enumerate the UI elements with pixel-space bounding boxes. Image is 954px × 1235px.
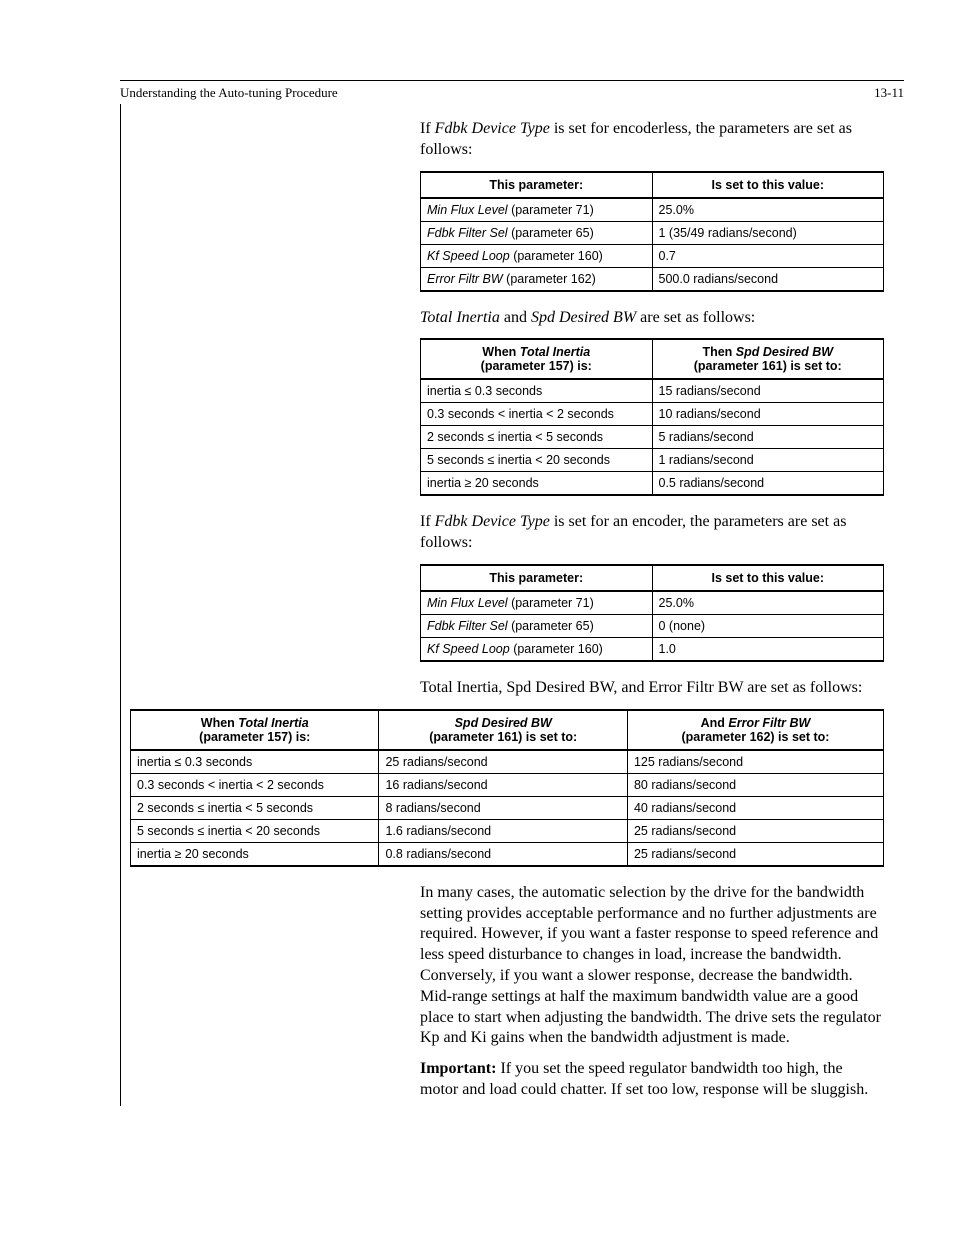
t4-h2: Spd Desired BW (parameter 161) is set to… (379, 710, 627, 750)
cell: 1 radians/second (652, 449, 884, 472)
table-row: Min Flux Level (parameter 71)25.0% (421, 591, 884, 615)
para3-wrap: If Fdbk Device Type is set for an encode… (420, 512, 884, 554)
cell: 40 radians/second (627, 796, 883, 819)
intro-para-1-wrap: If Fdbk Device Type is set for encoderle… (420, 119, 884, 161)
t4-h3: And Error Filtr BW (parameter 162) is se… (627, 710, 883, 750)
para5-wrap: In many cases, the automatic selection b… (420, 883, 884, 1049)
cell: 25 radians/second (627, 842, 883, 866)
table-row: Fdbk Filter Sel (parameter 65)1 (35/49 r… (421, 221, 884, 244)
cell: inertia ≥ 20 seconds (131, 842, 379, 866)
value-cell: 500.0 radians/second (652, 267, 884, 291)
inertia-bw-error-table: When Total Inertia (parameter 157) is: S… (130, 709, 884, 867)
cell: 0.5 radians/second (652, 472, 884, 496)
table-row: Kf Speed Loop (parameter 160)0.7 (421, 244, 884, 267)
cell: 0.3 seconds < inertia < 2 seconds (421, 403, 653, 426)
para6-wrap: Important: If you set the speed regulato… (420, 1059, 884, 1101)
param-cell: Kf Speed Loop (parameter 160) (421, 244, 653, 267)
table-row: inertia ≤ 0.3 seconds25 radians/second12… (131, 750, 884, 774)
cell: 16 radians/second (379, 773, 627, 796)
para2-wrap: Total Inertia and Spd Desired BW are set… (420, 308, 884, 329)
table-row: Fdbk Filter Sel (parameter 65)0 (none) (421, 614, 884, 637)
para4: Total Inertia, Spd Desired BW, and Error… (420, 678, 884, 699)
table-row: Kf Speed Loop (parameter 160)1.0 (421, 637, 884, 661)
para4-wrap: Total Inertia, Spd Desired BW, and Error… (420, 678, 884, 699)
cell: inertia ≤ 0.3 seconds (421, 379, 653, 403)
value-cell: 0.7 (652, 244, 884, 267)
table-row: inertia ≥ 20 seconds0.8 radians/second25… (131, 842, 884, 866)
t2-h2: Then Spd Desired BW (parameter 161) is s… (652, 339, 884, 379)
cell: 25 radians/second (627, 819, 883, 842)
table3-wrap: This parameter: Is set to this value: Mi… (420, 564, 884, 662)
value-cell: 0 (none) (652, 614, 884, 637)
cell: 15 radians/second (652, 379, 884, 403)
t2-h1: When Total Inertia (parameter 157) is: (421, 339, 653, 379)
cell: inertia ≥ 20 seconds (421, 472, 653, 496)
header-page: 13-11 (874, 85, 904, 101)
body-flow: If Fdbk Device Type is set for encoderle… (50, 119, 904, 1101)
param-cell: Min Flux Level (parameter 71) (421, 591, 653, 615)
cell: 5 radians/second (652, 426, 884, 449)
table-row: inertia ≥ 20 seconds0.5 radians/second (421, 472, 884, 496)
cell: 0.3 seconds < inertia < 2 seconds (131, 773, 379, 796)
value-cell: 25.0% (652, 198, 884, 222)
param-cell: Kf Speed Loop (parameter 160) (421, 637, 653, 661)
para6: Important: If you set the speed regulato… (420, 1059, 884, 1101)
cell: 10 radians/second (652, 403, 884, 426)
value-cell: 1 (35/49 radians/second) (652, 221, 884, 244)
para3: If Fdbk Device Type is set for an encode… (420, 512, 884, 554)
cell: 25 radians/second (379, 750, 627, 774)
value-cell: 1.0 (652, 637, 884, 661)
param-cell: Min Flux Level (parameter 71) (421, 198, 653, 222)
encoderless-param-table: This parameter: Is set to this value: Mi… (420, 171, 884, 292)
cell: 8 radians/second (379, 796, 627, 819)
cell: 80 radians/second (627, 773, 883, 796)
cell: 5 seconds ≤ inertia < 20 seconds (131, 819, 379, 842)
left-margin-rule (120, 104, 121, 1106)
table4-wrap: When Total Inertia (parameter 157) is: S… (130, 709, 884, 867)
param-cell: Fdbk Filter Sel (parameter 65) (421, 221, 653, 244)
table-row: 2 seconds ≤ inertia < 5 seconds8 radians… (131, 796, 884, 819)
cell: 0.8 radians/second (379, 842, 627, 866)
value-cell: 25.0% (652, 591, 884, 615)
header-rule (120, 80, 904, 81)
inertia-bw-table: When Total Inertia (parameter 157) is: T… (420, 338, 884, 496)
table-row: Min Flux Level (parameter 71)25.0% (421, 198, 884, 222)
cell: 5 seconds ≤ inertia < 20 seconds (421, 449, 653, 472)
table2-wrap: When Total Inertia (parameter 157) is: T… (420, 338, 884, 496)
t3-h2: Is set to this value: (652, 565, 884, 591)
cell: 1.6 radians/second (379, 819, 627, 842)
table-row: 2 seconds ≤ inertia < 5 seconds5 radians… (421, 426, 884, 449)
cell: 2 seconds ≤ inertia < 5 seconds (421, 426, 653, 449)
t4-h1: When Total Inertia (parameter 157) is: (131, 710, 379, 750)
t3-h1: This parameter: (421, 565, 653, 591)
running-header: Understanding the Auto-tuning Procedure … (120, 85, 904, 101)
table-row: 5 seconds ≤ inertia < 20 seconds1.6 radi… (131, 819, 884, 842)
header-title: Understanding the Auto-tuning Procedure (120, 85, 338, 101)
table1-wrap: This parameter: Is set to this value: Mi… (420, 171, 884, 292)
table-row: inertia ≤ 0.3 seconds15 radians/second (421, 379, 884, 403)
param-cell: Fdbk Filter Sel (parameter 65) (421, 614, 653, 637)
t1-h2: Is set to this value: (652, 172, 884, 198)
table-row: Error Filtr BW (parameter 162)500.0 radi… (421, 267, 884, 291)
table-row: 0.3 seconds < inertia < 2 seconds16 radi… (131, 773, 884, 796)
intro-para-1: If Fdbk Device Type is set for encoderle… (420, 119, 884, 161)
table-row: 0.3 seconds < inertia < 2 seconds10 radi… (421, 403, 884, 426)
encoder-param-table: This parameter: Is set to this value: Mi… (420, 564, 884, 662)
page: Understanding the Auto-tuning Procedure … (0, 0, 954, 1161)
cell: 2 seconds ≤ inertia < 5 seconds (131, 796, 379, 819)
param-cell: Error Filtr BW (parameter 162) (421, 267, 653, 291)
table-row: 5 seconds ≤ inertia < 20 seconds1 radian… (421, 449, 884, 472)
para2: Total Inertia and Spd Desired BW are set… (420, 308, 884, 329)
cell: inertia ≤ 0.3 seconds (131, 750, 379, 774)
t1-h1: This parameter: (421, 172, 653, 198)
cell: 125 radians/second (627, 750, 883, 774)
para5: In many cases, the automatic selection b… (420, 883, 884, 1049)
